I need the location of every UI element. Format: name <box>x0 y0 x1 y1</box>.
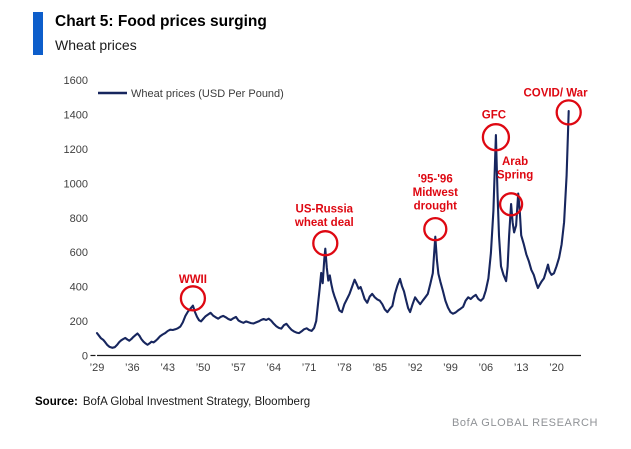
y-axis-tick-label: 400 <box>70 282 88 294</box>
x-axis-tick-label: ’06 <box>479 362 494 374</box>
x-axis-tick-label: ’57 <box>231 362 246 374</box>
y-axis-tick-label: 1000 <box>64 178 88 190</box>
annotation-label: US-Russia <box>296 204 354 216</box>
chart-subtitle: Wheat prices <box>55 37 137 54</box>
x-axis-tick-label: ’85 <box>372 362 387 374</box>
annotation-circle <box>423 216 448 242</box>
x-axis-tick-label: ’64 <box>266 362 281 374</box>
title-accent-bar <box>33 12 43 55</box>
annotation-label: WWII <box>179 274 207 286</box>
annotation-label: drought <box>414 201 458 213</box>
annotation-circle <box>481 123 511 152</box>
x-axis-tick-label: ’13 <box>514 362 529 374</box>
annotation-label: COVID/ War <box>523 87 588 99</box>
annotation-circle <box>312 230 339 257</box>
x-axis-tick-label: ’50 <box>196 362 211 374</box>
annotation-circle <box>179 285 207 312</box>
wheat-price-line <box>95 109 570 349</box>
y-axis-tick-label: 1400 <box>64 109 88 121</box>
annotation-label: '95-'96 <box>418 174 453 186</box>
source-text: BofA Global Investment Strategy, Bloombe… <box>82 396 311 408</box>
annotation-label: wheat deal <box>294 217 354 229</box>
annotation-circle <box>555 99 582 126</box>
x-axis-tick-label: ’99 <box>443 362 458 374</box>
y-axis-tick-label: 0 <box>82 351 88 363</box>
title-block: Chart 5: Food prices surging Wheat price… <box>55 12 267 55</box>
x-axis-tick-label: ’78 <box>337 362 352 374</box>
annotation-label: Spring <box>497 170 533 182</box>
x-axis-tick-label: ’20 <box>549 362 564 374</box>
x-axis-tick-label: ’36 <box>125 362 140 374</box>
x-axis-tick-label: ’43 <box>160 362 175 374</box>
x-axis-tick-label: ’71 <box>302 362 317 374</box>
y-axis-tick-label: 600 <box>70 247 88 259</box>
y-axis-tick-label: 1600 <box>64 75 88 87</box>
y-axis-tick-label: 200 <box>70 316 88 328</box>
legend-label: Wheat prices (USD Per Pound) <box>131 88 284 100</box>
annotation-circle <box>498 192 524 217</box>
chart-header: Chart 5: Food prices surging Wheat price… <box>33 12 267 55</box>
annotation-label: GFC <box>482 110 506 122</box>
source-label: Source: <box>35 396 78 408</box>
y-axis-tick-label: 800 <box>70 213 88 225</box>
annotation-label: Arab <box>502 156 528 168</box>
x-axis-tick-label: ’92 <box>408 362 423 374</box>
annotation-label: Midwest <box>413 187 459 199</box>
x-axis-tick-label: ’29 <box>90 362 105 374</box>
source-line: Source: BofA Global Investment Strategy, … <box>35 396 310 408</box>
chart-title: Chart 5: Food prices surging <box>55 13 267 30</box>
y-axis-tick-label: 1200 <box>64 144 88 156</box>
brand-text: BofA GLOBAL RESEARCH <box>452 417 599 429</box>
